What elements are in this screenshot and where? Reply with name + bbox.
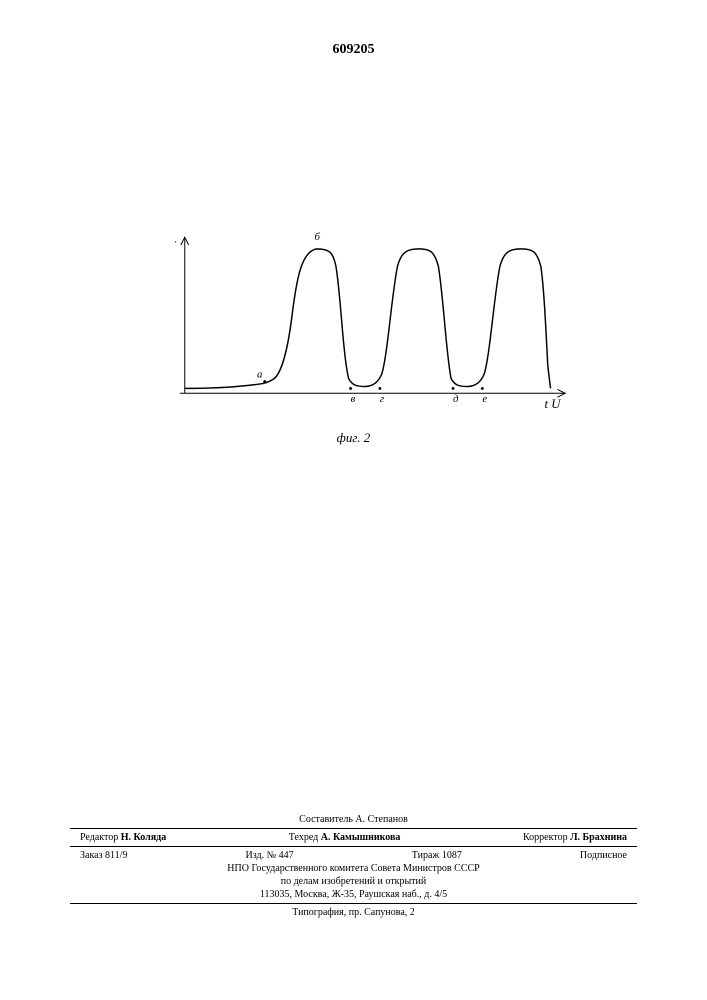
y-axis-label: y xyxy=(175,236,176,250)
divider xyxy=(70,846,637,847)
chart-svg: y t U а б в г д е xyxy=(175,225,575,425)
typography: Типография, пр. Сапунова, 2 xyxy=(70,907,637,918)
editor: Редактор Н. Коляда xyxy=(80,832,166,843)
tirage: Тираж 1087 xyxy=(412,850,462,861)
izd: Изд. № 447 xyxy=(246,850,294,861)
figure: y t U а б в г д е xyxy=(175,225,555,425)
point-dot-g xyxy=(378,387,381,390)
point-label-b: б xyxy=(315,231,321,243)
divider xyxy=(70,903,637,904)
address: 113035, Москва, Ж-35, Раушская наб., д. … xyxy=(70,889,637,900)
figure-caption: фиг. 2 xyxy=(0,430,707,446)
tech: Техред А. Камышникова xyxy=(289,832,401,843)
point-label-a: а xyxy=(257,369,262,381)
org1: НПО Государственного комитета Совета Мин… xyxy=(70,863,637,874)
compiler-line: Составитель А. Степанов xyxy=(70,814,637,825)
x-axis-label: t U xyxy=(545,397,562,411)
point-label-g: г xyxy=(380,393,384,405)
point-dot-v xyxy=(349,387,352,390)
point-dot-d xyxy=(452,387,455,390)
subscription: Подписное xyxy=(580,850,627,861)
order: Заказ 811/9 xyxy=(80,850,127,861)
point-label-v: в xyxy=(351,393,356,405)
org2: по делам изобретений и открытий xyxy=(70,876,637,887)
curve xyxy=(185,249,551,389)
credits-block: Составитель А. Степанов Редактор Н. Коля… xyxy=(70,812,637,920)
staff-row: Редактор Н. Коляда Техред А. Камышникова… xyxy=(70,832,637,843)
point-dot-a xyxy=(263,380,266,383)
pub-row: Заказ 811/9 Изд. № 447 Тираж 1087 Подпис… xyxy=(70,850,637,861)
corrector: Корректор Л. Брахнина xyxy=(523,832,627,843)
point-dot-e xyxy=(481,387,484,390)
point-label-d: д xyxy=(453,393,459,405)
page-number: 609205 xyxy=(0,42,707,58)
divider xyxy=(70,828,637,829)
point-label-e: е xyxy=(482,393,487,405)
